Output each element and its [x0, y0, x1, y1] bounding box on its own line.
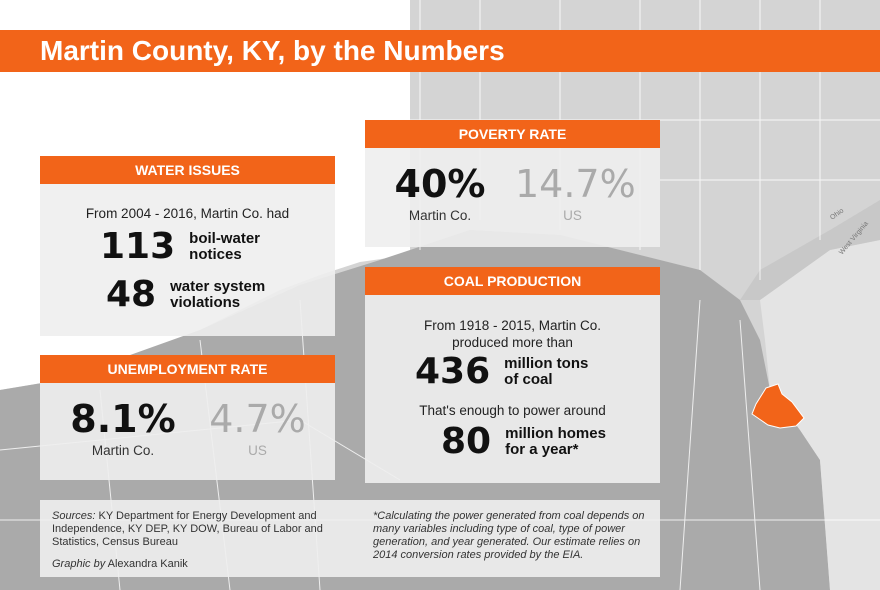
violations-stat: 48 water system violations [106, 274, 265, 315]
boil-water-label: boil-water notices [189, 229, 260, 263]
homes-label: million homes for a year* [505, 424, 606, 458]
unemployment-martin: 8.1% Martin Co. [70, 397, 176, 458]
page-title: Martin County, KY, by the Numbers [0, 30, 880, 72]
footnote: *Calculating the power generated from co… [373, 510, 645, 561]
boil-water-value: 113 [100, 226, 176, 267]
coal-tons-value: 436 [415, 351, 491, 392]
martin-county-highlight [751, 383, 805, 429]
coal-tons-stat: 436 million tons of coal [415, 351, 588, 392]
unemployment-panel: UNEMPLOYMENT RATE 8.1% Martin Co. 4.7% U… [40, 355, 335, 480]
coal-tons-label: million tons of coal [504, 354, 589, 388]
footer-notes: Sources: KY Department for Energy Develo… [40, 500, 660, 577]
poverty-martin: 40% Martin Co. [394, 162, 486, 223]
poverty-header: POVERTY RATE [365, 120, 660, 148]
coal-mid-text: That's enough to power around [419, 403, 606, 418]
coal-production-header: COAL PRODUCTION [365, 267, 660, 295]
coal-production-panel: COAL PRODUCTION From 1918 - 2015, Martin… [365, 267, 660, 483]
graphic-credit: Graphic by Alexandra Kanik [52, 558, 188, 570]
violations-value: 48 [106, 274, 157, 315]
ohio-river-area [740, 200, 880, 300]
water-intro: From 2004 - 2016, Martin Co. had [85, 206, 290, 221]
poverty-us: 14.7% US [515, 162, 636, 223]
homes-value: 80 [441, 421, 492, 462]
water-issues-header: WATER ISSUES [40, 156, 335, 184]
west-virginia-region [760, 240, 880, 590]
sources-text: Sources: KY Department for Energy Develo… [52, 510, 323, 548]
unemployment-us: 4.7% US [209, 397, 306, 458]
coal-intro: From 1918 - 2015, Martin Co. produced mor… [423, 318, 602, 350]
violations-label: water system violations [170, 277, 266, 311]
boil-water-stat: 113 boil-water notices [100, 226, 260, 267]
water-issues-panel: WATER ISSUES From 2004 - 2016, Martin Co… [40, 156, 335, 336]
poverty-panel: POVERTY RATE 40% Martin Co. 14.7% US [365, 120, 660, 247]
unemployment-header: UNEMPLOYMENT RATE [40, 355, 335, 383]
homes-stat: 80 million homes for a year* [441, 421, 606, 462]
